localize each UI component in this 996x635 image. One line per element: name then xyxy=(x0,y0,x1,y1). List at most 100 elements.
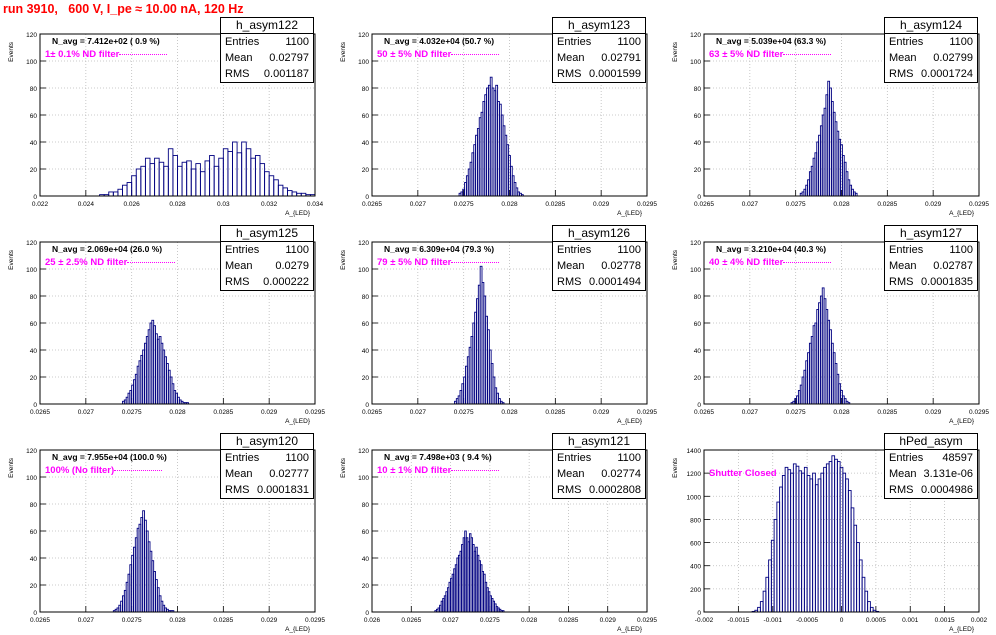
y-axis-title: Events xyxy=(8,41,15,62)
stats-rms-row: RMS 0.0001724 xyxy=(885,66,977,82)
y-tick-label: 60 xyxy=(362,113,370,120)
y-tick-label: 20 xyxy=(30,583,38,590)
stats-value: 0.02791 xyxy=(601,52,641,64)
stats-value: 0.02787 xyxy=(933,260,973,272)
x-tick-label: 0.027 xyxy=(742,201,759,208)
stats-mean-row: Mean 3.131e-06 xyxy=(885,466,977,482)
histogram-name: h_asym120 xyxy=(221,434,313,450)
stats-box: h_asym120 Entries 1100 Mean 0.02777 RMS 0.0001… xyxy=(220,433,314,499)
stats-value: 0.0001831 xyxy=(257,484,309,496)
y-tick-label: 120 xyxy=(358,448,369,455)
stats-label: Entries xyxy=(225,244,260,256)
x-tick-label: 0.027 xyxy=(78,617,95,624)
y-tick-label: 100 xyxy=(358,59,369,66)
stats-entries-row: Entries 1100 xyxy=(221,450,313,466)
x-tick-label: -0.0015 xyxy=(727,617,749,624)
histogram-bin xyxy=(259,163,266,197)
stats-label: RMS xyxy=(225,276,250,288)
x-tick-label: 0.0285 xyxy=(877,201,897,208)
stats-entries-row: Entries 48597 xyxy=(885,450,977,466)
stats-label: Entries xyxy=(889,452,924,464)
x-tick-label: 0.0295 xyxy=(637,617,657,624)
histogram-bin xyxy=(264,171,270,197)
x-tick-label: -0.002 xyxy=(695,617,714,624)
stats-label: Mean xyxy=(889,468,917,480)
dotted-leader xyxy=(783,261,832,264)
y-tick-label: 40 xyxy=(362,556,370,563)
stats-label: Entries xyxy=(557,36,592,48)
stats-label: RMS xyxy=(889,484,914,496)
histogram-bin xyxy=(154,157,160,197)
stats-value: 0.02778 xyxy=(601,260,641,272)
x-tick-label: 0 xyxy=(840,617,844,624)
x-tick-label: 0.0295 xyxy=(305,409,325,416)
y-tick-label: 20 xyxy=(30,167,38,174)
histogram-bin xyxy=(245,148,252,197)
histogram-bin xyxy=(186,160,192,197)
y-tick-label: 80 xyxy=(362,502,370,509)
plot-frame xyxy=(39,449,316,613)
stats-label: Entries xyxy=(225,452,260,464)
histogram-bin xyxy=(112,191,119,197)
x-tick-label: 0.001 xyxy=(902,617,919,624)
x-tick-label: 0.029 xyxy=(593,201,610,208)
histogram-bin xyxy=(291,191,298,197)
stats-rms-row: RMS 0.001187 xyxy=(221,66,313,82)
stats-value: 1100 xyxy=(285,452,309,464)
y-tick-label: 20 xyxy=(362,375,370,382)
y-tick-label: 40 xyxy=(694,348,702,355)
histogram-bins xyxy=(799,80,858,197)
y-tick-label: 120 xyxy=(26,240,37,247)
x-tick-label: 0.026 xyxy=(124,201,141,208)
histogram-bin xyxy=(131,175,137,197)
stats-box: h_asym125 Entries 1100 Mean 0.0279 RMS 0.00022… xyxy=(220,225,314,291)
histogram-plot: 0 200 400 600 800 1000 1200 1400 -0.002 -0.0015 -0… xyxy=(672,448,988,633)
stats-entries-row: Entries 1100 xyxy=(885,242,977,258)
filter-label: 10 ± 1% ND filter xyxy=(377,465,500,476)
x-tick-label: 0.029 xyxy=(593,409,610,416)
histogram-bin xyxy=(241,141,247,197)
y-tick-label: 0 xyxy=(697,610,701,617)
y-tick-label: 400 xyxy=(690,564,701,571)
x-axis-title: A_{LED} xyxy=(617,210,643,217)
stats-value: 0.0001835 xyxy=(921,276,973,288)
y-tick-label: 0 xyxy=(697,194,701,201)
y-tick-label: 100 xyxy=(358,267,369,274)
plot-frame xyxy=(39,241,316,405)
stats-entries-row: Entries 1100 xyxy=(553,242,645,258)
histogram-bin xyxy=(108,191,114,197)
stats-label: RMS xyxy=(889,68,914,80)
stats-label: Mean xyxy=(557,468,585,480)
stats-value: 0.0002808 xyxy=(589,484,641,496)
x-tick-label: 0.0295 xyxy=(305,617,325,624)
histogram-panel: 0 20 40 60 80 100 120 0.022 0.024 0.026 0.028 0.03 0… xyxy=(0,14,324,217)
histogram-bin xyxy=(218,157,224,197)
y-tick-label: 0 xyxy=(33,610,37,617)
x-tick-label: 0.0285 xyxy=(213,617,233,624)
stats-mean-row: Mean 0.0279 xyxy=(221,258,313,274)
y-tick-label: 80 xyxy=(694,86,702,93)
stats-entries-row: Entries 1100 xyxy=(221,242,313,258)
stats-value: 0.0001724 xyxy=(921,68,973,80)
histogram-bin xyxy=(236,152,243,197)
stats-label: RMS xyxy=(557,276,582,288)
stats-rms-row: RMS 0.0001599 xyxy=(553,66,645,82)
histogram-bins xyxy=(454,265,505,405)
histogram-name: h_asym126 xyxy=(553,226,645,242)
histogram-name: h_asym121 xyxy=(553,434,645,450)
x-tick-label: 0.0265 xyxy=(694,201,714,208)
stats-label: Mean xyxy=(557,260,585,272)
stats-rms-row: RMS 0.0002808 xyxy=(553,482,645,498)
histogram-bins xyxy=(751,455,880,613)
y-tick-label: 600 xyxy=(690,541,701,548)
y-tick-label: 80 xyxy=(30,86,38,93)
y-tick-label: 60 xyxy=(694,113,702,120)
plot-frame xyxy=(703,33,980,197)
histogram-panel: 0 20 40 60 80 100 120 0.0265 0.027 0.0275 0.028 0.0… xyxy=(0,222,325,425)
x-tick-label: 0.0285 xyxy=(558,617,578,624)
histogram-plot: 0 20 40 60 80 100 120 0.0265 0.027 0.0275 0.028 0.0… xyxy=(672,240,989,425)
y-tick-label: 80 xyxy=(30,294,38,301)
dotted-leader xyxy=(783,53,832,56)
stats-label: RMS xyxy=(225,68,250,80)
plot-frame xyxy=(371,33,648,197)
